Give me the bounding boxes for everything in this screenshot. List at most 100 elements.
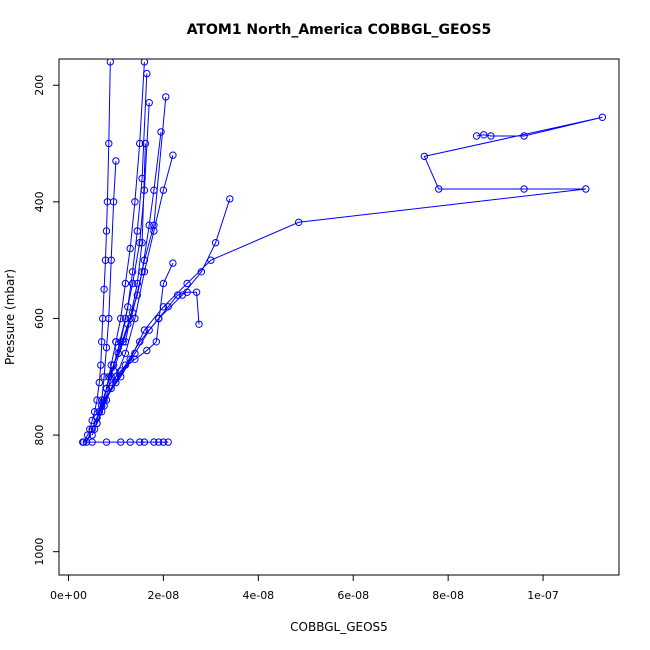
data-point bbox=[100, 373, 108, 381]
x-tick-label: 0e+00 bbox=[50, 589, 87, 602]
data-point bbox=[105, 373, 113, 381]
data-point bbox=[112, 378, 120, 387]
plot-area bbox=[79, 59, 607, 446]
series-line bbox=[108, 96, 167, 377]
y-axis-label: Pressure (mbar) bbox=[3, 269, 17, 365]
data-point bbox=[140, 438, 149, 446]
data-point bbox=[472, 132, 481, 140]
data-point bbox=[105, 139, 113, 148]
data-point bbox=[102, 384, 111, 393]
data-point bbox=[136, 139, 144, 148]
data-point bbox=[143, 346, 151, 355]
data-point bbox=[102, 343, 111, 352]
series-10 bbox=[105, 93, 170, 381]
data-point bbox=[226, 195, 234, 203]
data-point bbox=[211, 239, 220, 247]
series-line bbox=[101, 116, 603, 407]
data-point bbox=[133, 279, 142, 288]
data-point bbox=[126, 244, 134, 253]
x-tick-label: 4e-08 bbox=[242, 589, 274, 602]
series-12 bbox=[109, 128, 165, 375]
data-point bbox=[136, 438, 144, 446]
data-point bbox=[480, 131, 488, 139]
x-tick-label: 8e-08 bbox=[432, 589, 464, 602]
data-point bbox=[157, 128, 165, 136]
data-point bbox=[162, 93, 170, 101]
x-tick-label: 1e-07 bbox=[527, 589, 559, 602]
data-point bbox=[102, 438, 111, 446]
x-tick-label: 6e-08 bbox=[337, 589, 369, 602]
data-point bbox=[150, 438, 158, 446]
y-tick-label: 200 bbox=[33, 75, 46, 96]
data-point bbox=[131, 198, 139, 206]
series-line bbox=[86, 160, 117, 443]
data-point bbox=[121, 338, 130, 346]
data-point bbox=[295, 218, 303, 227]
data-point bbox=[520, 185, 528, 193]
data-point bbox=[155, 438, 163, 446]
y-tick-label: 1000 bbox=[33, 538, 46, 566]
data-point bbox=[107, 256, 115, 264]
data-point bbox=[79, 438, 87, 446]
data-point bbox=[420, 152, 429, 161]
data-point bbox=[93, 419, 101, 428]
data-point bbox=[95, 378, 104, 387]
series-line bbox=[83, 61, 111, 443]
data-point bbox=[117, 367, 125, 375]
data-point bbox=[159, 186, 168, 194]
data-point bbox=[88, 438, 96, 446]
series-9 bbox=[102, 259, 177, 393]
data-point bbox=[128, 279, 137, 288]
data-point bbox=[93, 396, 101, 404]
data-point bbox=[192, 288, 201, 296]
data-point bbox=[582, 185, 590, 193]
data-point bbox=[164, 303, 172, 311]
data-point bbox=[145, 221, 153, 229]
data-point bbox=[131, 355, 139, 363]
data-point bbox=[159, 279, 168, 288]
data-point bbox=[136, 239, 144, 247]
series-8 bbox=[100, 288, 203, 404]
series-7 bbox=[98, 113, 607, 410]
data-point bbox=[128, 268, 137, 276]
data-point bbox=[169, 259, 177, 267]
series-11 bbox=[79, 438, 172, 446]
data-point bbox=[173, 291, 182, 299]
data-point bbox=[124, 303, 132, 311]
y-axis: 200 400 600 800 1000 bbox=[33, 75, 60, 566]
data-point bbox=[150, 186, 158, 194]
data-point bbox=[117, 438, 125, 446]
data-point bbox=[121, 349, 130, 358]
data-point bbox=[207, 256, 215, 264]
data-point bbox=[109, 198, 118, 206]
data-point bbox=[107, 384, 115, 393]
data-point bbox=[100, 396, 108, 404]
series-line bbox=[115, 143, 146, 343]
data-point bbox=[169, 151, 177, 159]
data-point bbox=[98, 338, 106, 346]
chart-title: ATOM1 North_America COBBGL_GEOS5 bbox=[187, 22, 492, 38]
y-tick-label: 600 bbox=[33, 308, 46, 329]
data-point bbox=[112, 157, 120, 165]
data-point bbox=[121, 279, 130, 288]
data-point bbox=[106, 59, 114, 66]
data-point bbox=[109, 367, 118, 375]
data-point bbox=[140, 268, 149, 276]
data-point bbox=[150, 221, 158, 229]
data-point bbox=[145, 326, 153, 334]
data-point bbox=[138, 239, 146, 247]
data-point bbox=[159, 438, 168, 446]
data-point bbox=[197, 268, 206, 276]
data-point bbox=[117, 373, 125, 381]
plot-frame bbox=[58, 58, 620, 576]
data-point bbox=[152, 338, 161, 346]
data-point bbox=[140, 326, 149, 334]
data-point bbox=[183, 288, 191, 296]
data-point bbox=[598, 113, 607, 122]
x-axis: 0e+00 2e-08 4e-08 6e-08 8e-08 1e-07 bbox=[50, 574, 559, 602]
x-axis-label: COBBGL_GEOS5 bbox=[290, 620, 388, 634]
data-point bbox=[435, 185, 443, 193]
data-point bbox=[164, 438, 172, 446]
data-point bbox=[520, 132, 528, 140]
